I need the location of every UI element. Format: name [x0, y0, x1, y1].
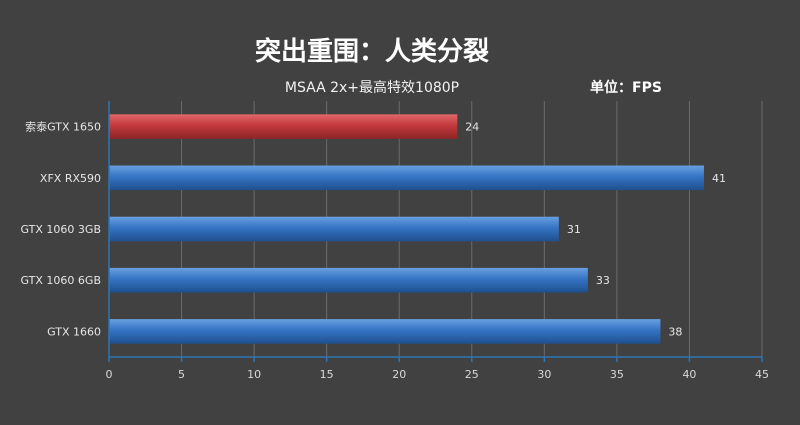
x-tick-label-5: 5: [178, 368, 185, 381]
data-label-0: 24: [465, 121, 479, 134]
bar-1: [109, 165, 704, 191]
bar-4: [109, 319, 661, 344]
unit-label: 单位：FPS: [590, 79, 662, 96]
data-label-2: 31: [567, 223, 581, 236]
x-tick-label-40: 40: [682, 368, 696, 381]
category-label-3: GTX 1060 6GB: [21, 274, 101, 287]
x-tick-label-0: 0: [106, 368, 113, 381]
data-label-3: 33: [596, 274, 610, 287]
chart-title: 突出重围：人类分裂: [255, 36, 489, 67]
x-axis: 0 5 10 15 20 25 30 35 40 45: [106, 101, 769, 381]
category-label-1: XFX RX590: [40, 172, 101, 185]
x-tick-label-20: 20: [392, 368, 406, 381]
category-label-4: GTX 1660: [47, 325, 101, 338]
data-label-4: 38: [668, 325, 682, 338]
x-tick-label-35: 35: [610, 368, 624, 381]
chart-subtitle: MSAA 2x+最高特效1080P: [285, 79, 459, 96]
x-tick-label-15: 15: [320, 368, 334, 381]
bars: 索泰GTX 1650 24 XFX RX590 41 GTX 1060 3GB 31 GTX…: [21, 114, 726, 344]
bar-3: [109, 267, 588, 293]
x-tick-label-25: 25: [465, 368, 479, 381]
category-label-0: 索泰GTX 1650: [25, 120, 101, 134]
x-tick-label-30: 30: [537, 368, 551, 381]
x-tick-label-10: 10: [247, 368, 261, 381]
data-label-1: 41: [712, 172, 726, 185]
bar-0: [109, 114, 458, 139]
bar-2: [109, 216, 559, 242]
category-label-2: GTX 1060 3GB: [21, 223, 101, 236]
x-tick-label-45: 45: [755, 368, 769, 381]
